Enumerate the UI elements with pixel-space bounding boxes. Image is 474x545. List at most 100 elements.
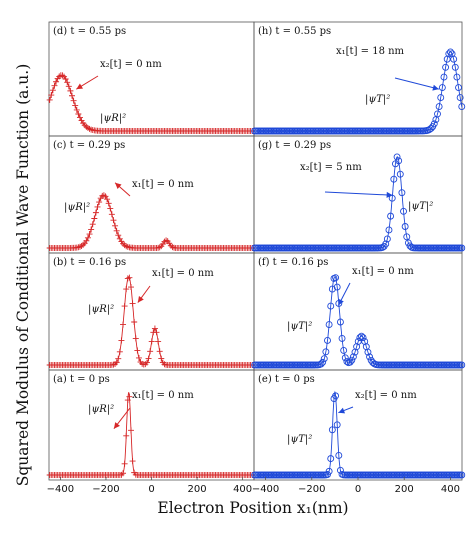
data-point [383, 235, 391, 243]
data-point [446, 48, 454, 56]
data-point [382, 240, 390, 248]
panel-e: (e) t = 0 ps x₂[t] = 0 nm |ψT|² −400 −200 0 20… [251, 369, 466, 495]
data-point [67, 87, 74, 94]
panel-h: (h) t = 0.55 ps x₁[t] = 18 nm |ψT|² [251, 21, 466, 137]
data-point [438, 84, 446, 91]
data-point [338, 334, 346, 342]
panels-group: (a) t = 0 ps x₁[t] = 0 nm |ψR|² −400 −200 0 20… [46, 21, 466, 495]
position-annotation: x₁[t] = 0 nm [132, 390, 194, 401]
data-point [115, 232, 122, 239]
data-point [156, 348, 163, 355]
annotation-arrow [394, 77, 440, 90]
panel-title: (a) t = 0 ps [53, 374, 110, 385]
data-point [134, 347, 141, 354]
x-tick-label: 200 [188, 484, 207, 495]
arrow-head [338, 407, 346, 414]
data-point [135, 354, 142, 361]
data-point [120, 470, 127, 477]
data-point [158, 355, 165, 362]
data-point [153, 329, 160, 336]
panel-c: (c) t = 0.29 ps x₁[t] = 0 nm |ψR|² [46, 135, 257, 254]
data-point [132, 335, 139, 342]
x-tick-label: 0 [355, 484, 361, 495]
data-point [458, 361, 466, 369]
x-tick-label: 0 [148, 484, 154, 495]
data-point [126, 274, 133, 281]
data-point [458, 471, 466, 479]
data-point [359, 334, 367, 342]
data-point [120, 321, 127, 328]
data-point [49, 87, 56, 94]
x-tick-label: 400 [233, 484, 252, 495]
data-point [349, 353, 357, 361]
series-line [254, 51, 463, 132]
data-point [123, 432, 130, 439]
panel-title: (d) t = 0.55 ps [53, 26, 126, 37]
data-point [320, 355, 328, 363]
data-point [354, 338, 362, 345]
panel-frame [253, 21, 463, 137]
data-point [104, 196, 111, 203]
data-point [393, 153, 401, 161]
data-point [435, 103, 443, 110]
data-point [72, 102, 79, 109]
data-point [131, 319, 138, 326]
data-point [458, 244, 466, 252]
data-point [116, 235, 123, 242]
panel-title: (c) t = 0.29 ps [53, 140, 125, 151]
panel-g: (g) t = 0.29 ps x₂[t] = 5 nm |ψT|² [251, 135, 466, 254]
position-annotation: x₁[t] = 0 nm [152, 268, 214, 279]
data-point [73, 106, 80, 113]
x-tick-label: 200 [395, 484, 414, 495]
data-point [88, 126, 95, 133]
arrow-head [115, 182, 122, 189]
series-markers [251, 48, 466, 135]
data-point [123, 286, 130, 293]
data-point [336, 318, 344, 326]
data-point [325, 467, 333, 475]
data-point [70, 97, 77, 104]
psi-label: |ψT|² [365, 94, 390, 105]
data-point [396, 170, 404, 178]
data-point [51, 82, 58, 89]
x-tick-label: −200 [298, 484, 325, 495]
data-point [440, 73, 448, 81]
data-point [118, 337, 125, 344]
data-point [340, 346, 348, 354]
data-point [96, 199, 103, 206]
data-point [455, 84, 462, 91]
data-point [348, 356, 356, 364]
data-point [333, 421, 341, 429]
arrow-head [432, 84, 439, 91]
data-point [75, 110, 82, 117]
arrow-head [386, 191, 393, 198]
x-tick-label: −400 [252, 484, 279, 495]
psi-label: |ψR|² [88, 304, 114, 315]
data-point [390, 175, 398, 183]
data-point [332, 392, 340, 400]
data-point [128, 284, 134, 291]
data-point [458, 103, 466, 110]
data-point [364, 348, 372, 356]
data-point [148, 338, 155, 345]
x-tick-label: −400 [47, 484, 74, 495]
data-point [62, 75, 69, 82]
psi-label: |ψT|² [287, 321, 312, 332]
data-point [108, 211, 115, 218]
data-point [332, 274, 340, 282]
data-point [121, 460, 128, 467]
data-point [430, 120, 438, 128]
panel-d: (d) t = 0.55 ps x₂[t] = 0 nm |ψR|² [46, 21, 257, 137]
data-point [113, 227, 120, 234]
data-point [129, 458, 136, 465]
series-markers [251, 153, 466, 252]
data-point [445, 50, 453, 58]
psi-label: |ψT|² [408, 201, 433, 212]
panel-title: (h) t = 0.55 ps [258, 26, 331, 37]
x-tick-label: −200 [92, 484, 119, 495]
data-point [335, 452, 343, 459]
data-point [84, 234, 91, 241]
data-point [341, 354, 349, 362]
data-point [358, 332, 365, 340]
arrow-head [137, 295, 144, 303]
